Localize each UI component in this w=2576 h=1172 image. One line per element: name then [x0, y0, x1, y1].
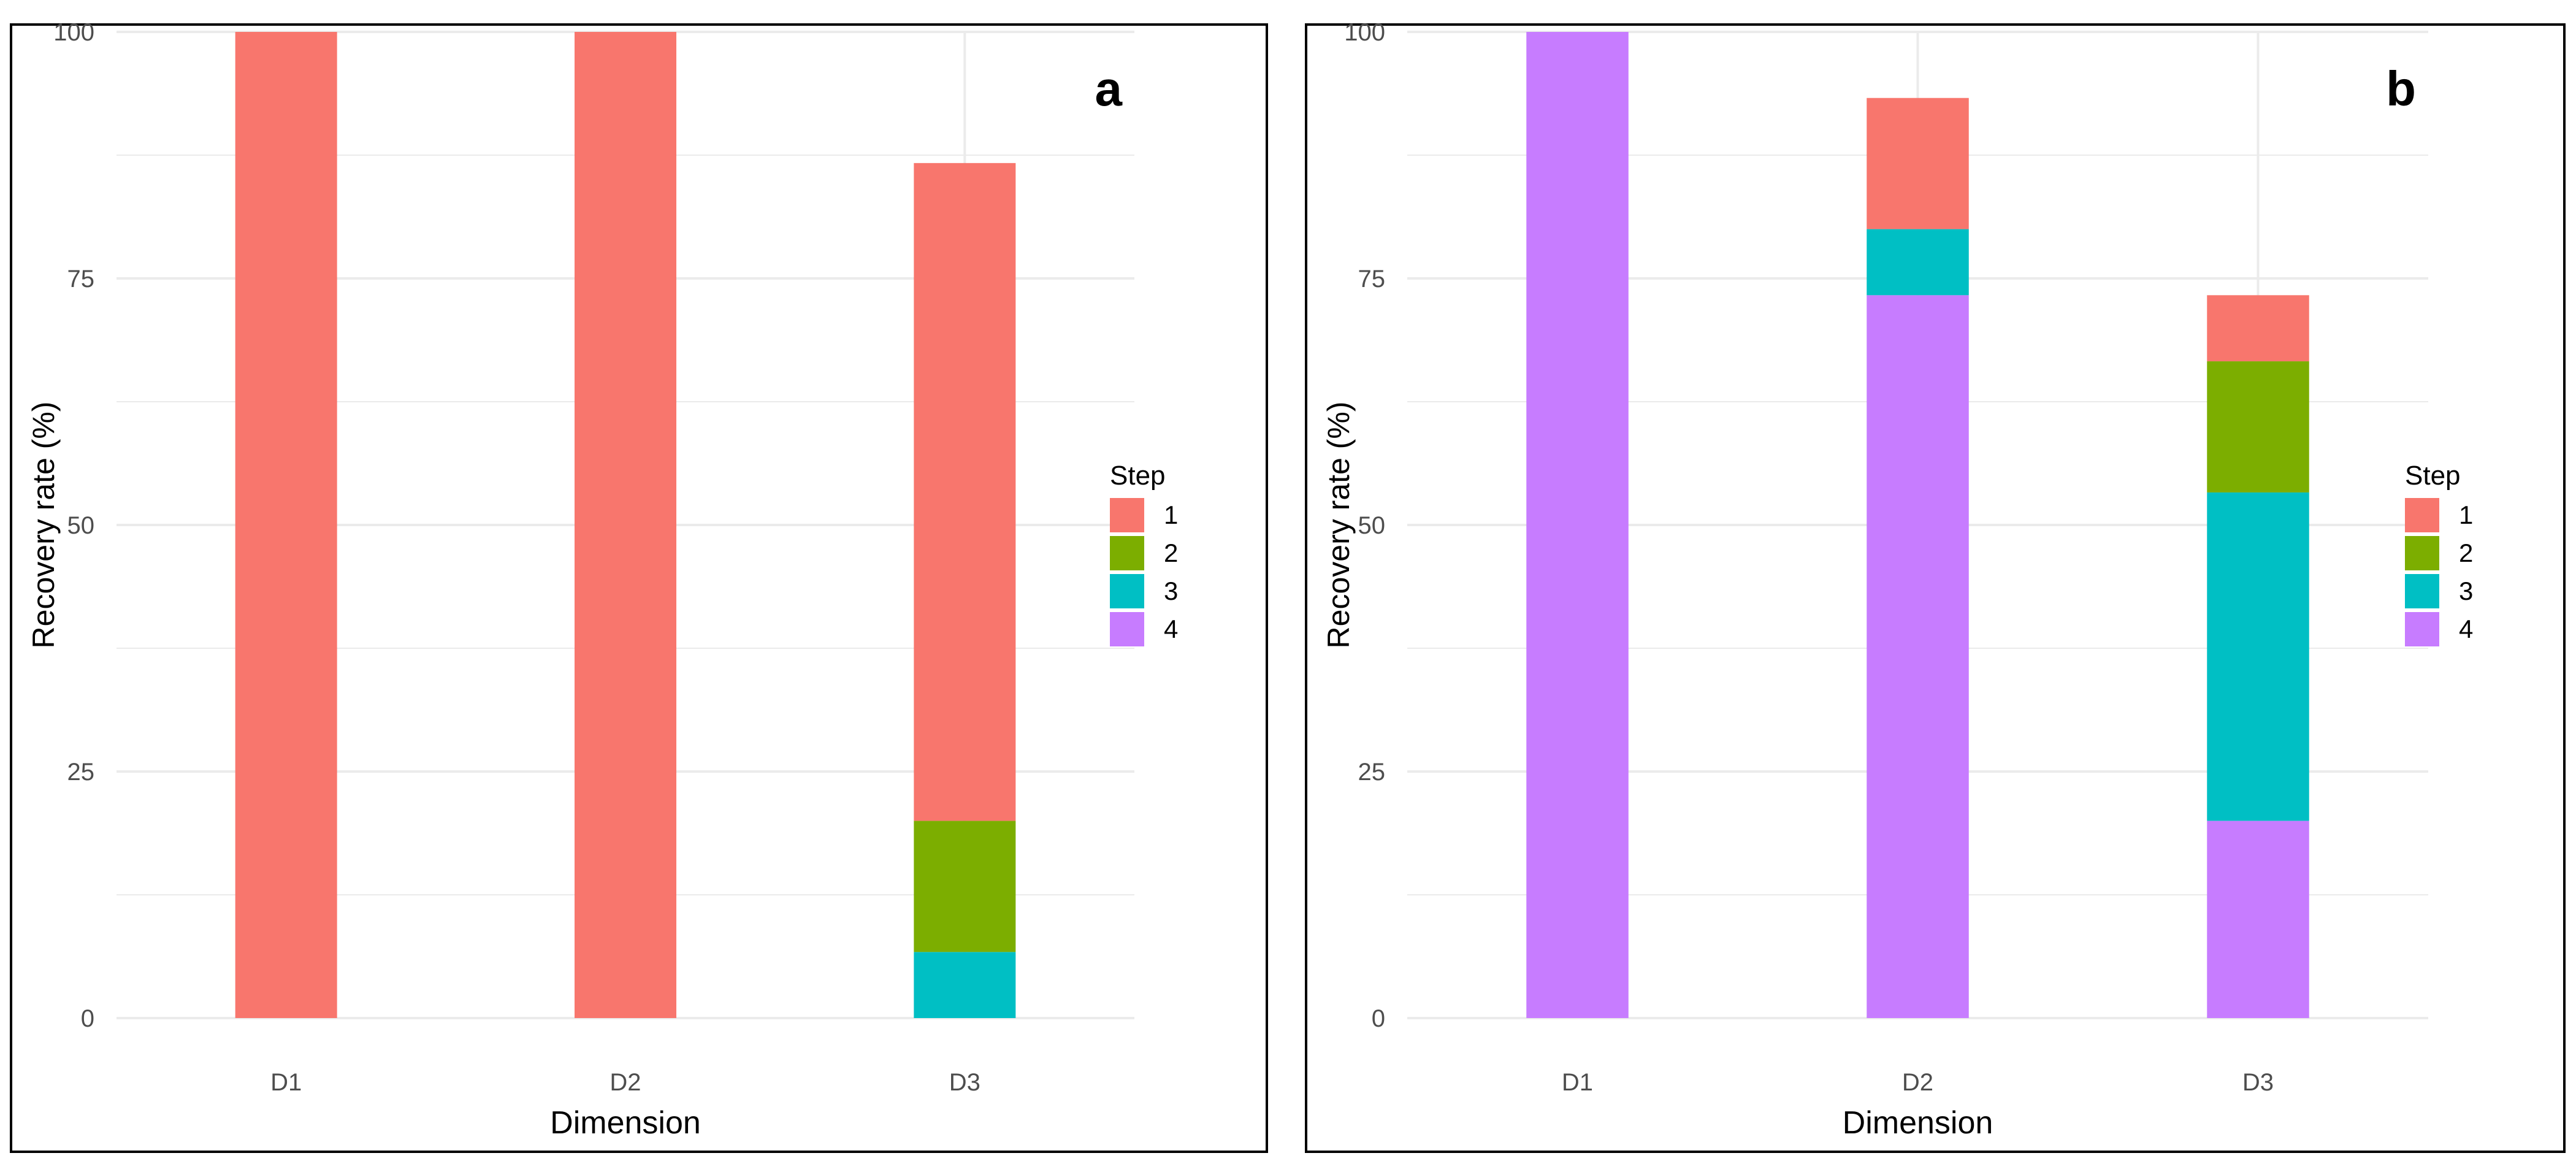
x-tick-label: D2 [1902, 1069, 1933, 1096]
legend-swatch-4 [2405, 612, 2439, 646]
legend: Step 1 2 3 4 [2405, 461, 2473, 646]
legend-label-1: 1 [2459, 500, 2473, 529]
y-tick-label: 75 [1358, 266, 1386, 293]
y-tick-label: 100 [53, 19, 94, 46]
legend-swatch-3 [2405, 574, 2439, 608]
legend-label-3: 3 [1164, 576, 1178, 605]
bar-D1-step-1[interactable] [235, 32, 337, 1018]
legend-title: Step [1110, 461, 1166, 491]
bar-D3-step-1[interactable] [914, 163, 1016, 821]
y-tick-label: 50 [67, 512, 95, 539]
bar-D3-step-1[interactable] [2207, 295, 2309, 362]
y-tick-label: 25 [1358, 759, 1386, 786]
panel-b: 0 25 50 75 100 D1 D2 D3 Dimension Recovery rate (… [1305, 19, 2566, 1153]
legend-swatch-4 [1110, 612, 1144, 646]
x-axis-title: Dimension [550, 1105, 701, 1141]
x-tick-label: D3 [2242, 1069, 2274, 1096]
bar-D1-step-4[interactable] [1526, 32, 1629, 1018]
bar-D2-step-4[interactable] [1867, 295, 1969, 1019]
legend-label-3: 3 [2459, 576, 2473, 605]
bar-D3-step-2[interactable] [914, 821, 1016, 952]
y-tick-label: 50 [1358, 512, 1386, 539]
y-tick-label: 75 [67, 266, 95, 293]
legend-label-4: 4 [2459, 615, 2473, 643]
bar-D3-step-3[interactable] [2207, 492, 2309, 821]
legend-title: Step [2405, 461, 2461, 491]
y-axis-title: Recovery rate (%) [1321, 402, 1356, 649]
legend-label-4: 4 [1164, 615, 1178, 643]
bars [235, 32, 1016, 1018]
legend-swatch-1 [1110, 498, 1144, 532]
x-tick-label: D1 [270, 1069, 302, 1096]
legend-swatch-2 [1110, 536, 1144, 570]
legend-label-1: 1 [1164, 500, 1178, 529]
bar-D3-step-2[interactable] [2207, 361, 2309, 492]
y-tick-label: 25 [67, 759, 95, 786]
bar-D3-step-3[interactable] [914, 952, 1016, 1018]
y-axis-title: Recovery rate (%) [26, 402, 61, 649]
panel-frame [1305, 23, 2566, 1153]
legend-swatch-2 [2405, 536, 2439, 570]
x-axis-title: Dimension [1843, 1105, 1993, 1141]
panel-a: 0 25 50 75 100 D1 D2 D3 Dimension Recovery rate (… [10, 19, 1268, 1153]
x-tick-label: D1 [1562, 1069, 1593, 1096]
x-tick-label: D3 [949, 1069, 980, 1096]
legend-label-2: 2 [1164, 538, 1178, 567]
y-tick-label: 100 [1344, 19, 1385, 46]
x-tick-label: D2 [610, 1069, 641, 1096]
legend-label-2: 2 [2459, 538, 2473, 567]
y-tick-label: 0 [81, 1005, 94, 1032]
bar-D2-step-1[interactable] [1867, 98, 1969, 229]
bar-D2-step-1[interactable] [575, 32, 676, 1018]
legend-swatch-3 [1110, 574, 1144, 608]
panel-label: a [1095, 61, 1123, 116]
y-tick-label: 0 [1372, 1005, 1385, 1032]
bar-D2-step-3[interactable] [1867, 229, 1969, 296]
panel-label: b [2386, 61, 2416, 116]
panel-frame [10, 23, 1268, 1153]
bar-D3-step-4[interactable] [2207, 821, 2309, 1018]
legend: Step 1 2 3 4 [1110, 461, 1178, 646]
legend-swatch-1 [2405, 498, 2439, 532]
bars [1526, 32, 2309, 1019]
